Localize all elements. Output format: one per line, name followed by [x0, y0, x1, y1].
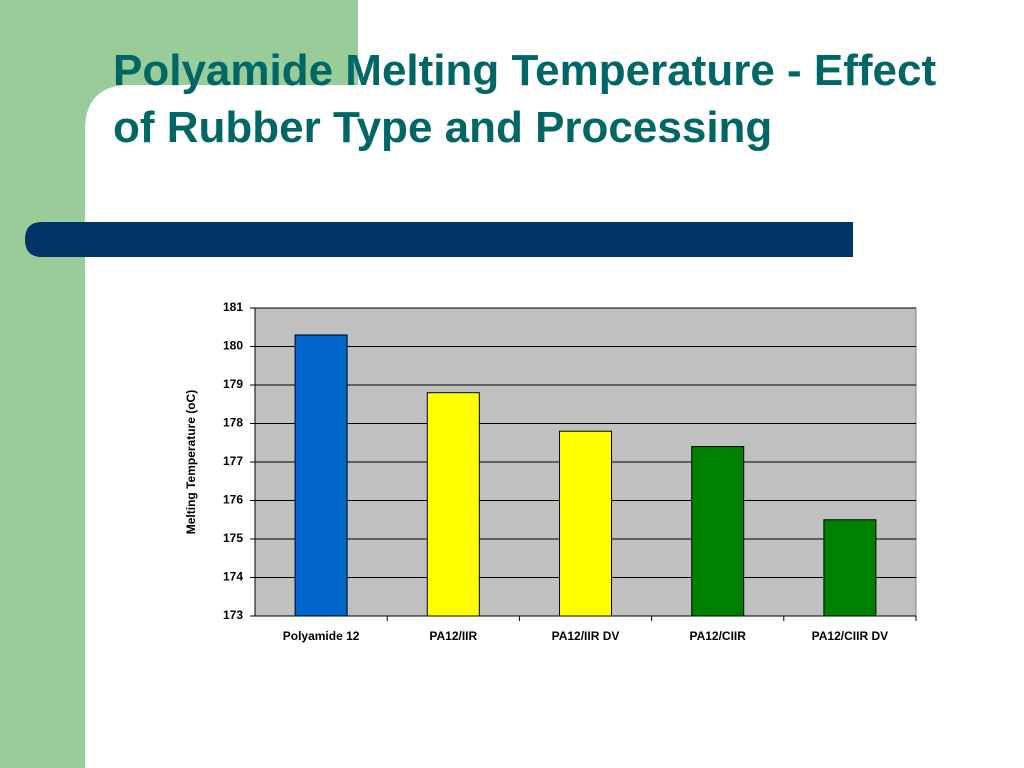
- y-tick-label: 174: [223, 570, 243, 584]
- y-tick-label: 180: [223, 339, 243, 353]
- bar: [691, 446, 745, 617]
- y-axis-label: Melting Temperature (oC): [184, 390, 198, 534]
- x-tick-label: PA12/IIR DV: [552, 629, 620, 643]
- bar: [294, 334, 348, 617]
- bar: [559, 430, 612, 617]
- y-tick-label: 179: [223, 377, 243, 391]
- x-tick-label: PA12/CIIR: [689, 629, 746, 643]
- x-tick-label: PA12/CIIR DV: [812, 629, 888, 643]
- y-tick-label: 178: [223, 416, 243, 430]
- y-tick-label: 177: [223, 454, 243, 468]
- x-tick-label: Polyamide 12: [283, 629, 360, 643]
- decor-green-left: [0, 0, 85, 768]
- decor-bar: [25, 222, 853, 257]
- slide-title: Polyamide Melting Temperature - Effect o…: [113, 46, 937, 152]
- bar: [823, 519, 877, 617]
- y-tick-label: 181: [223, 300, 243, 314]
- bar: [426, 392, 480, 617]
- y-tick-label: 176: [223, 493, 243, 507]
- x-tick-label: PA12/IIR: [429, 629, 477, 643]
- y-tick-label: 173: [223, 608, 243, 622]
- y-tick-label: 175: [223, 531, 243, 545]
